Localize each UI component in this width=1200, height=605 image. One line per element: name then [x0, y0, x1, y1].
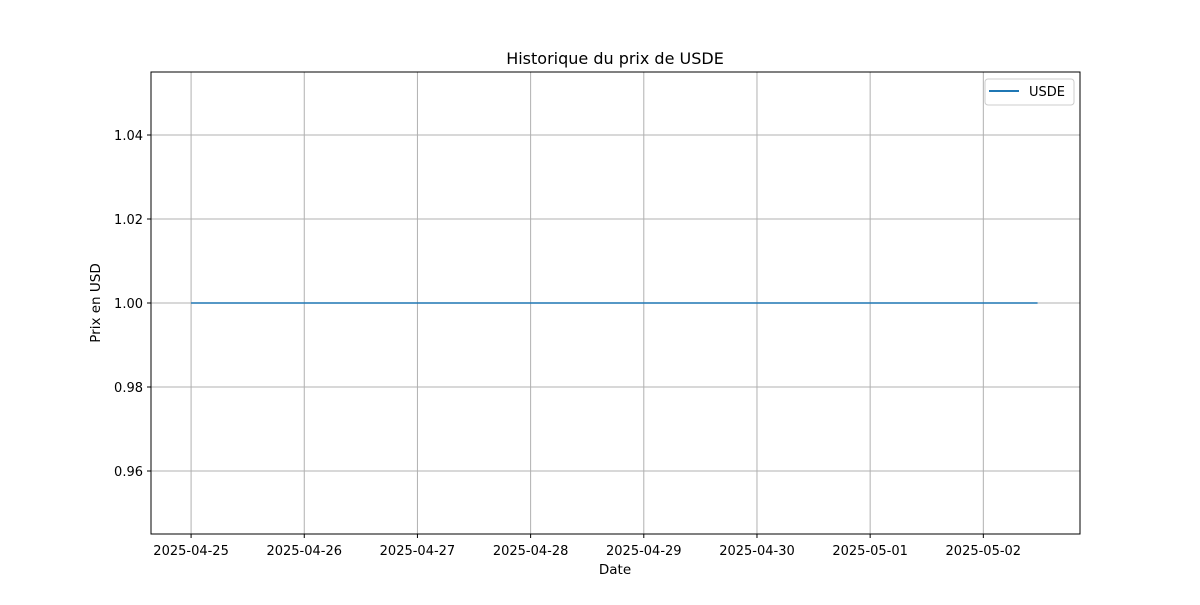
- y-axis: 0.96 0.98 1.00 1.02 1.04: [114, 129, 151, 480]
- chart-title: Historique du prix de USDE: [506, 49, 724, 68]
- legend: USDE: [984, 78, 1075, 106]
- x-tick-label: 2025-04-30: [719, 544, 795, 559]
- x-tick-label: 2025-05-02: [946, 544, 1022, 559]
- x-tick-label: 2025-04-27: [380, 544, 456, 559]
- y-tick-label: 0.96: [114, 465, 143, 480]
- y-tick-label: 1.04: [114, 129, 143, 144]
- x-tick-label: 2025-04-26: [266, 544, 342, 559]
- legend-label-usde: USDE: [1029, 85, 1065, 100]
- x-axis-title: Date: [599, 562, 631, 578]
- y-axis-title: Prix en USD: [88, 263, 104, 342]
- x-tick-label: 2025-05-01: [832, 544, 908, 559]
- y-tick-label: 0.98: [114, 381, 143, 396]
- legend-box: [984, 78, 1075, 106]
- y-tick-label: 1.00: [114, 297, 143, 312]
- x-tick-label: 2025-04-28: [493, 544, 569, 559]
- x-tick-label: 2025-04-25: [153, 544, 229, 559]
- x-axis: 2025-04-25 2025-04-26 2025-04-27 2025-04-28…: [153, 534, 1021, 559]
- y-tick-label: 1.02: [114, 213, 143, 228]
- x-tick-label: 2025-04-29: [606, 544, 682, 559]
